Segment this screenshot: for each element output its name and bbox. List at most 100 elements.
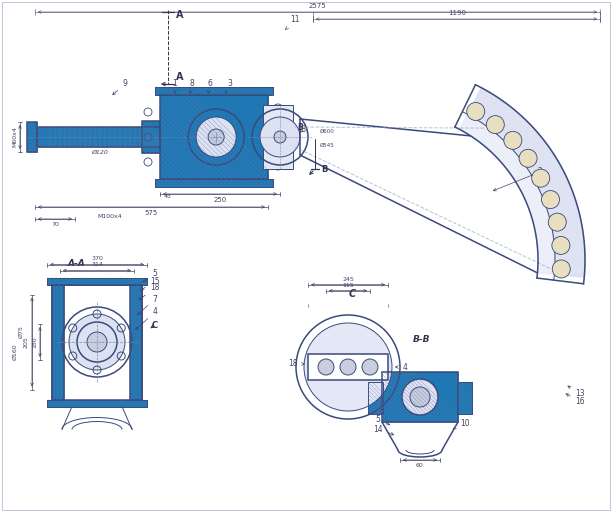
Bar xyxy=(382,372,458,422)
Text: A: A xyxy=(176,10,184,20)
Text: 9: 9 xyxy=(113,79,127,95)
Circle shape xyxy=(87,332,107,352)
Bar xyxy=(52,285,142,399)
Circle shape xyxy=(487,116,504,134)
Text: 1190: 1190 xyxy=(448,10,466,16)
Bar xyxy=(37,127,160,147)
Circle shape xyxy=(69,314,125,370)
Bar xyxy=(47,278,147,285)
Text: 60: 60 xyxy=(416,463,424,468)
Bar xyxy=(368,382,383,414)
Bar xyxy=(155,179,273,187)
Text: 370: 370 xyxy=(91,257,103,262)
Text: B: B xyxy=(297,122,303,132)
Text: 14: 14 xyxy=(373,424,394,435)
Bar xyxy=(270,106,276,114)
Text: 205: 205 xyxy=(24,336,29,348)
Bar xyxy=(47,399,147,407)
Bar xyxy=(37,127,160,147)
Text: M60x4: M60x4 xyxy=(12,126,17,147)
Circle shape xyxy=(304,323,392,411)
Bar xyxy=(142,121,160,153)
Circle shape xyxy=(552,237,570,254)
Circle shape xyxy=(519,150,537,167)
Circle shape xyxy=(208,129,224,145)
Circle shape xyxy=(402,379,438,415)
Text: 18: 18 xyxy=(139,284,160,300)
Bar xyxy=(130,285,142,399)
Text: 180: 180 xyxy=(32,336,37,348)
Bar xyxy=(47,399,147,407)
Text: Ø160: Ø160 xyxy=(13,344,18,360)
Bar xyxy=(142,121,160,153)
Bar xyxy=(155,87,273,95)
Text: 3: 3 xyxy=(225,79,233,94)
Text: Ø75: Ø75 xyxy=(19,326,24,338)
Bar xyxy=(382,372,458,422)
Circle shape xyxy=(340,359,356,375)
Bar xyxy=(457,382,472,414)
Bar xyxy=(368,382,383,414)
Text: 314: 314 xyxy=(91,263,103,267)
Text: 5: 5 xyxy=(376,416,390,425)
Bar xyxy=(270,160,276,168)
Bar xyxy=(457,382,472,414)
Text: A-A: A-A xyxy=(68,260,86,268)
Text: 13: 13 xyxy=(568,386,585,398)
Text: Ø545: Ø545 xyxy=(320,142,335,147)
Circle shape xyxy=(552,260,570,278)
Circle shape xyxy=(260,117,300,157)
Circle shape xyxy=(196,117,236,157)
Text: B: B xyxy=(300,124,305,134)
Bar xyxy=(155,179,273,187)
Text: 4: 4 xyxy=(136,308,157,330)
Text: M100x4: M100x4 xyxy=(98,214,122,219)
Bar xyxy=(27,122,37,152)
Bar xyxy=(130,285,142,399)
Text: C: C xyxy=(152,321,158,330)
Circle shape xyxy=(274,131,286,143)
Bar xyxy=(52,285,64,399)
Text: 1: 1 xyxy=(173,79,177,93)
Text: 45: 45 xyxy=(164,194,172,199)
Bar xyxy=(37,127,160,147)
Text: 8: 8 xyxy=(189,79,195,93)
Bar xyxy=(457,382,472,414)
Bar xyxy=(155,179,273,187)
Text: 245: 245 xyxy=(342,276,354,282)
Bar xyxy=(308,354,388,380)
Bar xyxy=(52,285,64,399)
Circle shape xyxy=(532,169,550,187)
Text: B-B: B-B xyxy=(413,335,431,345)
Text: 115: 115 xyxy=(342,283,354,288)
Bar xyxy=(52,285,64,399)
Text: 15: 15 xyxy=(141,276,160,290)
Text: 2: 2 xyxy=(493,167,542,191)
Circle shape xyxy=(548,213,566,231)
Polygon shape xyxy=(468,88,585,277)
Circle shape xyxy=(467,102,485,120)
Text: 5: 5 xyxy=(143,269,157,282)
Text: 250: 250 xyxy=(214,197,226,203)
Polygon shape xyxy=(460,88,585,277)
Bar xyxy=(155,87,273,95)
Bar xyxy=(47,399,147,407)
Bar xyxy=(155,87,273,95)
Bar xyxy=(368,382,383,414)
Bar xyxy=(47,278,147,285)
Circle shape xyxy=(362,359,378,375)
Bar xyxy=(27,122,37,152)
Text: 10: 10 xyxy=(453,419,470,429)
Bar xyxy=(27,122,37,152)
Text: 4: 4 xyxy=(395,362,408,372)
Text: B: B xyxy=(321,164,327,174)
Circle shape xyxy=(318,359,334,375)
Text: Ø600: Ø600 xyxy=(320,129,335,134)
Text: 18: 18 xyxy=(288,359,304,369)
Text: Ø120: Ø120 xyxy=(92,150,108,155)
Bar xyxy=(160,95,268,179)
Text: 7: 7 xyxy=(138,294,157,314)
Bar xyxy=(47,278,147,285)
Text: 11: 11 xyxy=(285,15,300,30)
Text: 2575: 2575 xyxy=(308,3,326,9)
